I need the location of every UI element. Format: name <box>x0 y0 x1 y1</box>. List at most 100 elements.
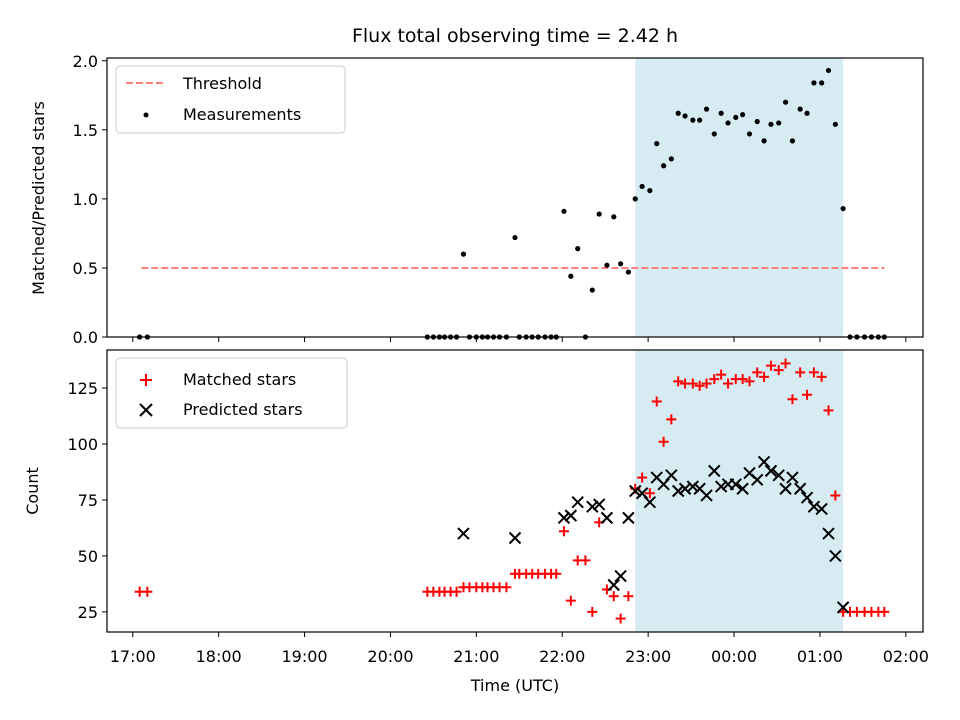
matched-point <box>795 367 806 378</box>
predicted-point <box>822 527 835 540</box>
top-y-axis-label: Matched/Predicted stars <box>29 101 48 295</box>
measurement-point <box>789 138 796 144</box>
bottom-ytick-label: 125 <box>67 379 98 398</box>
matched-point <box>694 380 705 391</box>
predicted-point <box>508 531 522 545</box>
matched-point <box>673 376 684 387</box>
bottom-ytick-label: 100 <box>67 435 98 454</box>
matched-point <box>558 526 569 537</box>
xtick-label: 22:00 <box>539 647 585 666</box>
measurement-point <box>561 208 567 214</box>
measurement-point <box>568 273 574 279</box>
predicted-point <box>600 511 614 525</box>
predicted-point <box>800 491 814 504</box>
matched-point <box>701 378 712 389</box>
top-ytick-label: 2.0 <box>73 52 98 71</box>
matched-point <box>451 586 462 597</box>
matched-point <box>709 374 720 385</box>
matched-point <box>608 591 619 602</box>
bottom-ytick-label: 75 <box>78 491 98 510</box>
predicted-point <box>665 469 678 482</box>
measurement-point <box>575 246 581 252</box>
matched-point <box>501 582 512 593</box>
predicted-point <box>829 549 842 563</box>
matched-point <box>587 606 598 617</box>
chart-title: Flux total observing time = 2.42 h <box>352 25 678 47</box>
bottom-panel: 25 50 75 100 125 17:00 18:00 19:00 20:00 21:00 22… <box>23 349 929 695</box>
measurement-point <box>725 120 731 126</box>
legend-matched-label: Matched stars <box>183 370 296 389</box>
bottom-legend: Matched stars Predicted stars <box>115 357 348 429</box>
predicted-point <box>714 480 728 493</box>
predicted-point <box>757 455 771 469</box>
predicted-point <box>629 484 642 498</box>
xtick-label: 19:00 <box>282 647 328 666</box>
bottom-plot-frame <box>106 349 924 633</box>
bottom-y-axis-label: Count <box>23 467 42 515</box>
predicted-point <box>557 511 571 525</box>
matched-point <box>759 371 770 382</box>
measurement-point <box>625 269 631 275</box>
predicted-point <box>836 601 850 614</box>
legend-measurements-marker <box>143 112 149 118</box>
xtick-label: 01:00 <box>797 647 843 666</box>
measurement-point <box>660 163 667 169</box>
top-panel: 0.00.51.01.52.0 Matched/Predicted stars … <box>29 52 924 347</box>
matched-point <box>780 358 791 369</box>
measurement-point <box>675 110 681 116</box>
measurement-point <box>711 131 717 137</box>
matched-point <box>816 371 827 382</box>
predicted-point <box>622 511 635 525</box>
xtick-label: 23:00 <box>625 647 671 666</box>
predicted-point <box>815 502 828 516</box>
legend-measurements-label: Measurements <box>183 105 301 124</box>
matched-point <box>823 405 834 416</box>
matched-point <box>765 360 776 371</box>
matched-point <box>773 365 784 376</box>
measurement-point <box>776 120 782 126</box>
matched-point <box>687 378 698 389</box>
matched-point <box>637 472 648 483</box>
top-ytick-label: 0.5 <box>73 259 98 278</box>
measurement-point <box>618 261 624 267</box>
predicted-point <box>764 464 778 478</box>
measurement-point <box>460 251 467 257</box>
predicted-point <box>586 500 599 513</box>
x-axis-label: Time (UTC) <box>470 676 559 695</box>
matched-point <box>723 378 734 389</box>
predicted-point <box>678 482 692 495</box>
top-ytick-label: 1.5 <box>73 121 98 140</box>
predicted-point <box>700 489 713 502</box>
matched-point <box>808 367 819 378</box>
measurement-point <box>654 141 660 147</box>
measurement-point <box>604 262 610 268</box>
predicted-point <box>807 500 821 513</box>
matched-point <box>651 396 662 407</box>
matched-point <box>752 367 763 378</box>
measurement-point <box>761 138 767 144</box>
legend-threshold-label: Threshold <box>182 74 262 93</box>
measurement-point <box>682 113 688 119</box>
predicted-point <box>736 482 749 495</box>
matched-point <box>737 374 748 385</box>
measurement-point <box>797 106 803 112</box>
predicted-point <box>708 464 721 478</box>
measurement-point <box>754 118 760 125</box>
top-shaded-span <box>635 58 844 337</box>
matched-point <box>666 414 677 425</box>
predicted-point <box>457 527 470 540</box>
predicted-point <box>729 478 742 491</box>
matched-point <box>623 591 634 602</box>
measurement-point <box>782 99 789 105</box>
predicted-point <box>671 484 685 498</box>
bottom-ytick-label: 50 <box>78 547 98 566</box>
matched-point <box>716 369 727 380</box>
predicted-point <box>779 482 792 495</box>
measurement-point <box>589 287 595 293</box>
measurement-point <box>647 187 653 194</box>
legend-predicted-label: Predicted stars <box>183 400 303 419</box>
measurement-point <box>718 110 724 116</box>
matched-point <box>658 436 669 447</box>
xtick-label: 00:00 <box>711 647 757 666</box>
